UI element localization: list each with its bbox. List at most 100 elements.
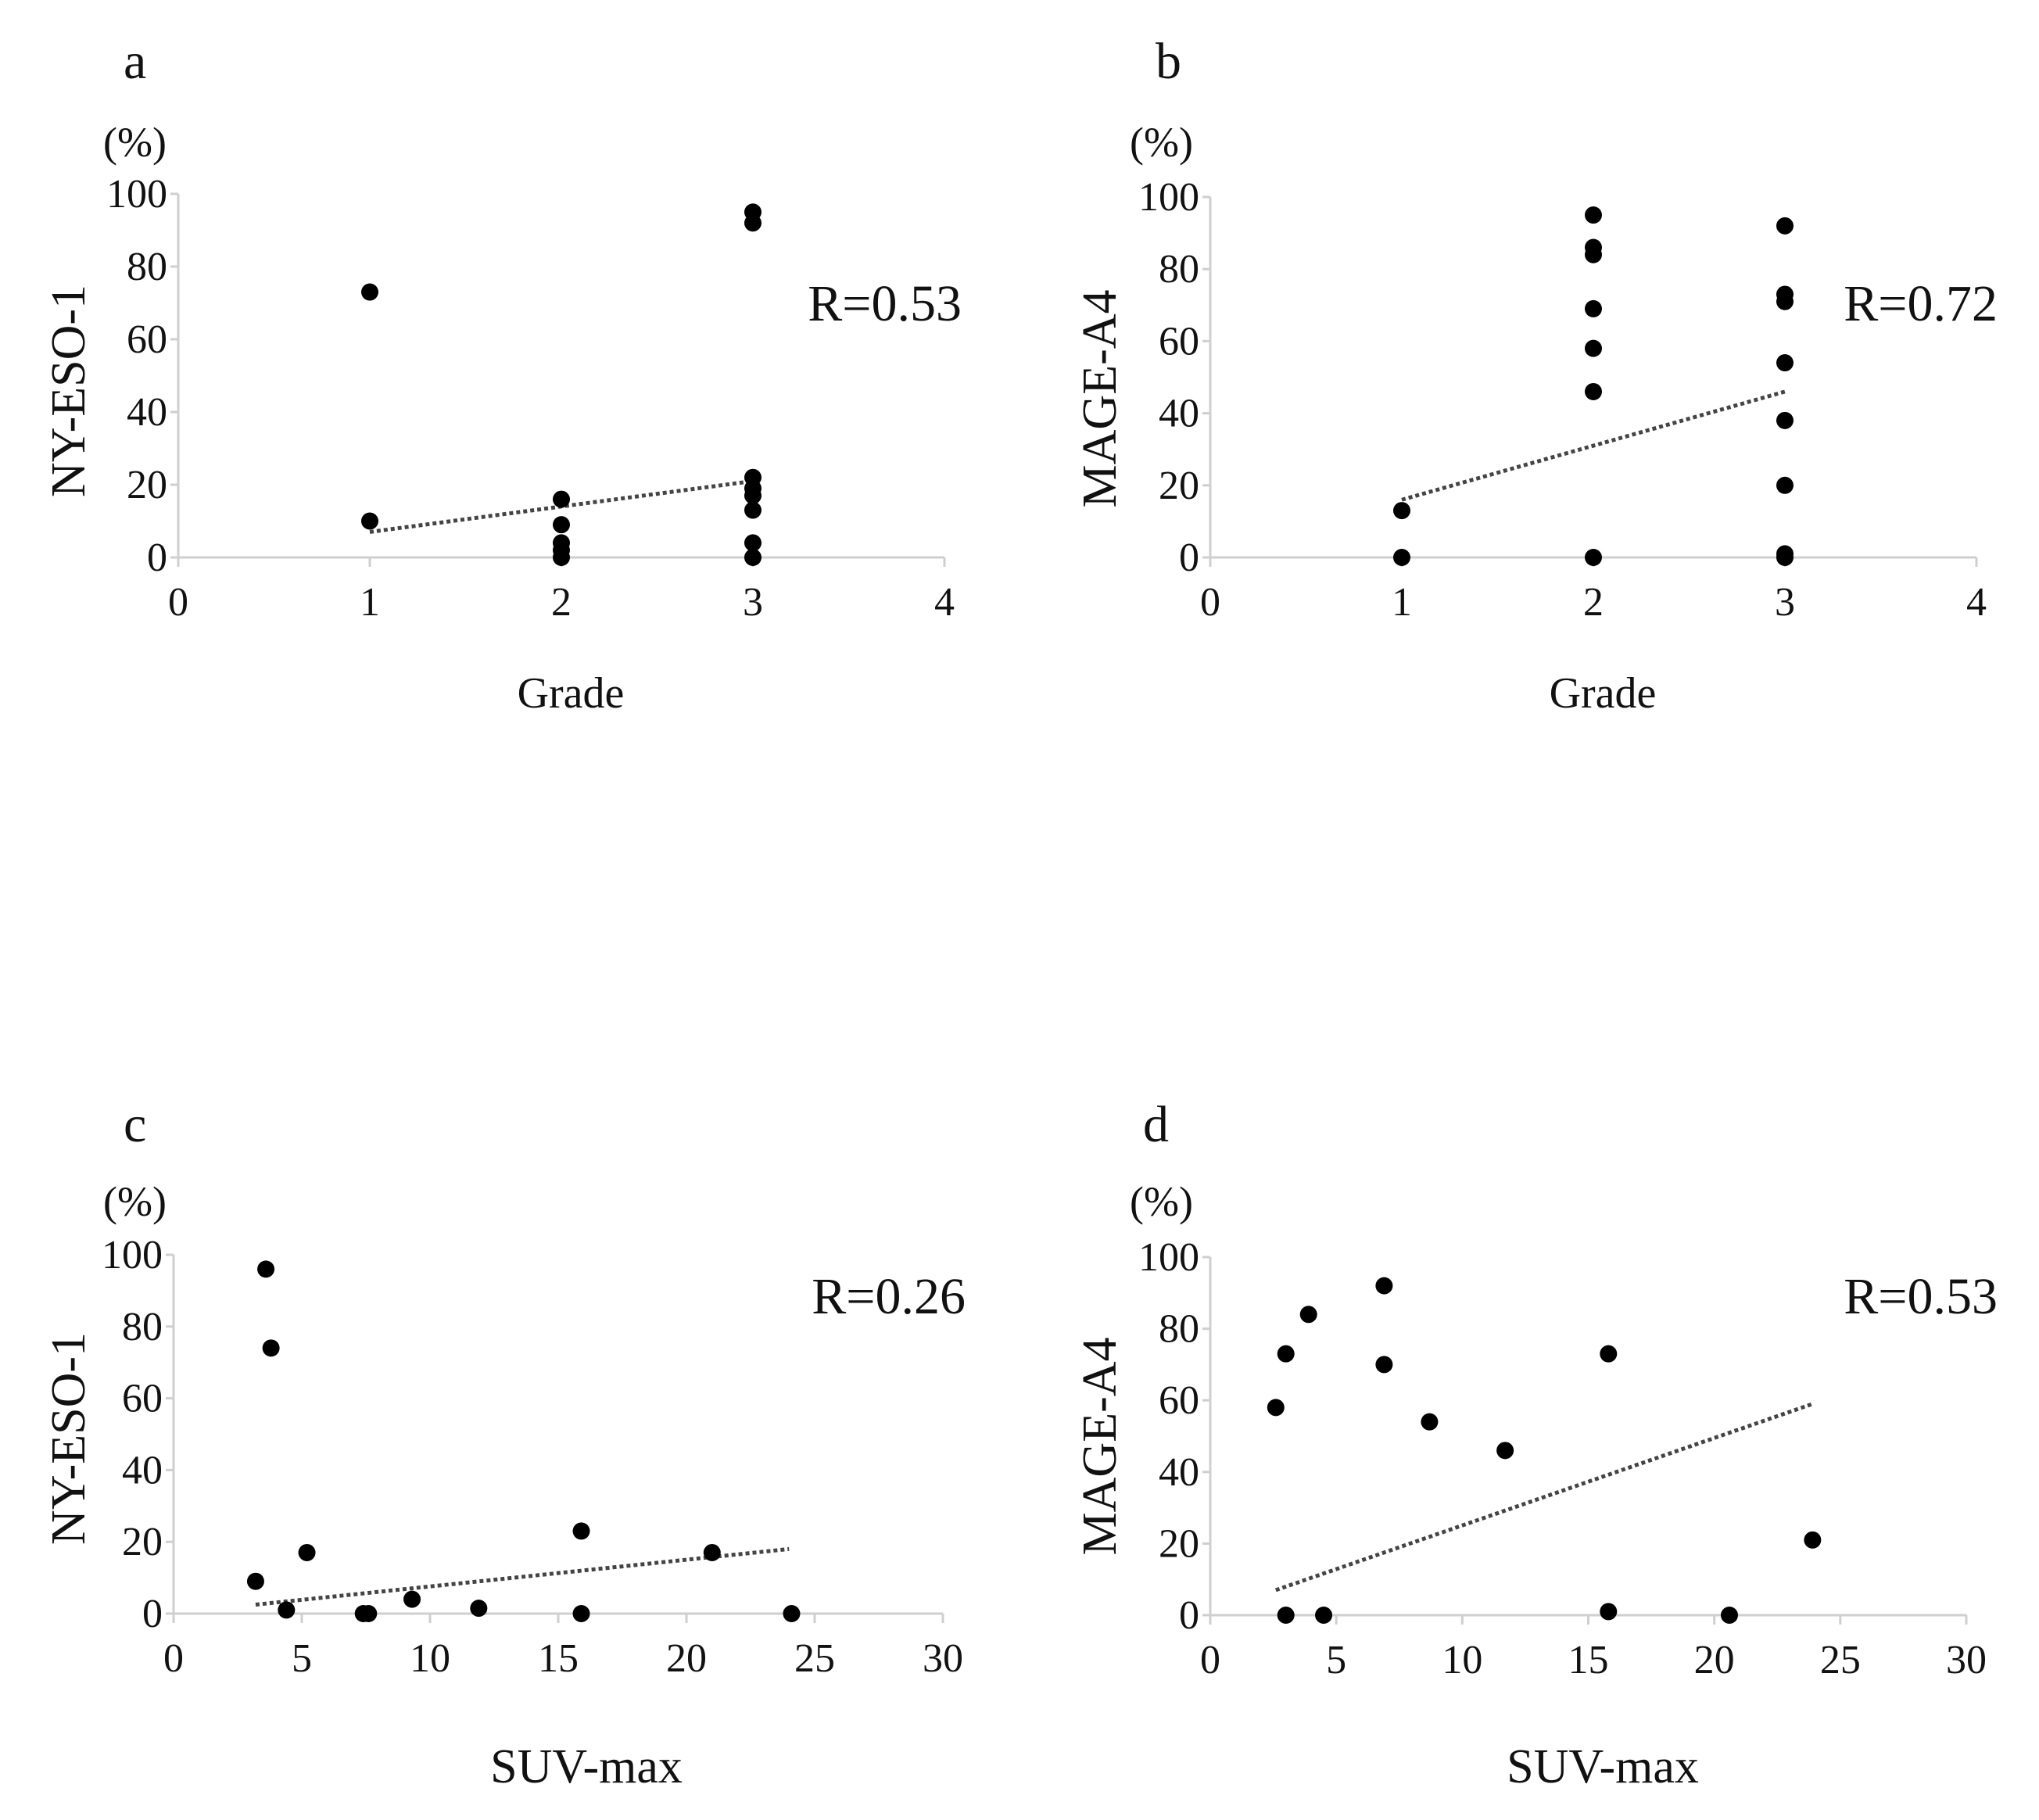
panel-a-x-tick-label: 1 — [360, 580, 380, 625]
panel-c-y-tick-label: 80 — [122, 1305, 163, 1349]
panel-d-y-tick-label: 80 — [1159, 1307, 1199, 1352]
panel-b-y-tick-label: 100 — [1138, 175, 1199, 220]
panel-b-y-tick-label: 20 — [1159, 464, 1199, 508]
panel-d-x-axis-label: SUV-max — [1507, 1740, 1699, 1793]
panel-b-data-point — [1776, 411, 1794, 429]
panel-d: d (%) MAGE-A4 SUV-max R=0.53 0 20 40 60 80 10… — [1073, 1096, 1998, 1793]
panel-d-y-tick-label: 100 — [1138, 1235, 1199, 1280]
panel-c-x-tick-label: 25 — [794, 1636, 835, 1681]
panel-a-y-tick-label: 60 — [127, 317, 167, 362]
panel-c-x-tick-label: 5 — [292, 1636, 312, 1681]
panel-c-trendline — [255, 1546, 790, 1607]
panel-b-unit-label: (%) — [1130, 119, 1193, 166]
panel-b-data-point — [1393, 502, 1410, 520]
panel-d-data-point — [1600, 1603, 1618, 1621]
panel-b-data-point — [1776, 292, 1794, 310]
panel-a-data-point — [361, 512, 378, 530]
panel-d-x-tick-label: 5 — [1326, 1638, 1346, 1682]
panel-c-y-tick-label: 60 — [122, 1377, 163, 1421]
panel-c-x-tick-label: 10 — [410, 1636, 450, 1681]
panel-d-data-point — [1277, 1607, 1295, 1624]
panel-a-data-point — [744, 486, 761, 504]
panel-a: a (%) NY-ESO-1 Grade R=0.53 020406080100… — [42, 33, 962, 718]
panel-a-data-point — [744, 549, 761, 566]
panel-c-data-point — [783, 1605, 801, 1622]
panel-b-plot: 0 20 40 60 80 100 0 1 2 3 4 — [1138, 175, 1987, 625]
panel-d-x-tick-label: 15 — [1568, 1638, 1609, 1682]
panel-b-trendline — [1401, 389, 1786, 502]
panel-a-data-point — [361, 283, 378, 301]
panel-a-data-point — [744, 214, 761, 232]
panel-d-y-tick-label: 0 — [1179, 1593, 1199, 1638]
panel-c-data-point — [572, 1605, 590, 1622]
panel-d-data-point — [1804, 1531, 1822, 1549]
panel-b-letter: b — [1156, 33, 1181, 90]
panel-b-data-point — [1585, 339, 1602, 357]
panel-c-data-point — [246, 1572, 264, 1590]
panel-a-y-tick-label: 100 — [106, 172, 167, 217]
panel-d-x-tick-label: 25 — [1820, 1638, 1861, 1682]
panel-b: b (%) MAGE-A4 Grade R=0.72 0204060801000… — [1073, 33, 1998, 718]
panel-b-y-tick-label: 0 — [1179, 536, 1199, 580]
panel-a-y-tick-label: 20 — [127, 463, 167, 507]
panel-d-x-tick-label: 30 — [1946, 1638, 1987, 1682]
panel-c-y-axis-label: NY-ESO-1 — [42, 1332, 95, 1545]
panel-d-r-value: R=0.53 — [1844, 1268, 1998, 1325]
panel-a-plot: 0 20 40 60 80 100 0 1 2 3 4 — [106, 172, 955, 625]
panel-c-data-point — [262, 1339, 280, 1357]
panel-c-x-tick-label: 30 — [923, 1636, 963, 1681]
panel-c-data-point — [298, 1543, 316, 1561]
panel-b-data-point — [1776, 217, 1794, 235]
panel-b-data-point — [1776, 354, 1794, 372]
panel-a-data-point — [553, 516, 570, 534]
panel-c-x-tick-label: 0 — [163, 1636, 184, 1681]
panel-d-y-tick-label: 40 — [1159, 1450, 1199, 1495]
panel-d-y-tick-label: 60 — [1159, 1378, 1199, 1423]
panel-b-y-axis-label: MAGE-A4 — [1073, 290, 1127, 508]
panel-c-data-point — [360, 1605, 378, 1622]
panel-a-data-point — [744, 534, 761, 552]
panel-a-data-point — [553, 490, 570, 508]
panel-c-x-tick-label: 15 — [538, 1636, 579, 1681]
panel-d-data-point — [1299, 1306, 1317, 1324]
panel-c-data-point — [572, 1522, 590, 1540]
panel-c-y-tick-label: 40 — [122, 1448, 163, 1492]
panel-d-data-point — [1375, 1277, 1393, 1295]
panel-a-data-point — [553, 549, 570, 566]
panel-b-y-tick-label: 40 — [1159, 392, 1199, 436]
panel-c: c (%) NY-ESO-1 SUV-max R=0.26 0 20 40 60 80 1… — [42, 1096, 966, 1793]
panel-a-x-tick-label: 0 — [168, 580, 188, 625]
panel-b-r-value: R=0.72 — [1844, 275, 1998, 332]
panel-d-data-point — [1267, 1399, 1285, 1417]
panel-b-y-tick-label: 80 — [1159, 247, 1199, 292]
panel-d-data-point — [1600, 1345, 1618, 1363]
panel-a-data-point — [744, 501, 761, 519]
panel-c-x-axis-label: SUV-max — [490, 1740, 683, 1793]
panel-d-trendline — [1274, 1402, 1814, 1592]
panel-c-data-point — [403, 1590, 421, 1608]
panel-a-y-axis-label: NY-ESO-1 — [42, 285, 95, 497]
panel-c-data-point — [257, 1260, 275, 1278]
panel-c-data-point — [278, 1601, 296, 1619]
panel-b-data-point — [1585, 382, 1602, 400]
panel-b-x-tick-label: 3 — [1775, 580, 1795, 625]
panel-b-data-point — [1585, 206, 1602, 224]
panel-d-plot: 0 20 40 60 80 100 0 5 10 15 20 25 30 — [1138, 1235, 1987, 1682]
panel-c-y-tick-label: 100 — [102, 1233, 163, 1277]
panel-b-data-point — [1585, 245, 1602, 263]
panel-b-x-axis-label: Grade — [1550, 669, 1657, 718]
panel-b-data-point — [1776, 549, 1794, 566]
panel-b-x-tick-label: 2 — [1583, 580, 1604, 625]
panel-a-x-tick-label: 4 — [934, 580, 955, 625]
panel-b-data-point — [1776, 476, 1794, 494]
panel-b-data-point — [1585, 299, 1602, 317]
panel-b-data-point — [1585, 549, 1602, 566]
panel-a-y-tick-label: 40 — [127, 390, 167, 435]
panel-c-plot: 0 20 40 60 80 100 0 5 10 15 20 25 30 — [102, 1233, 963, 1681]
panel-d-unit-label: (%) — [1130, 1178, 1193, 1225]
panel-b-data-point — [1393, 549, 1410, 566]
panel-c-unit-label: (%) — [103, 1178, 167, 1225]
panel-c-data-point — [703, 1543, 721, 1561]
panel-d-x-tick-label: 20 — [1694, 1638, 1735, 1682]
